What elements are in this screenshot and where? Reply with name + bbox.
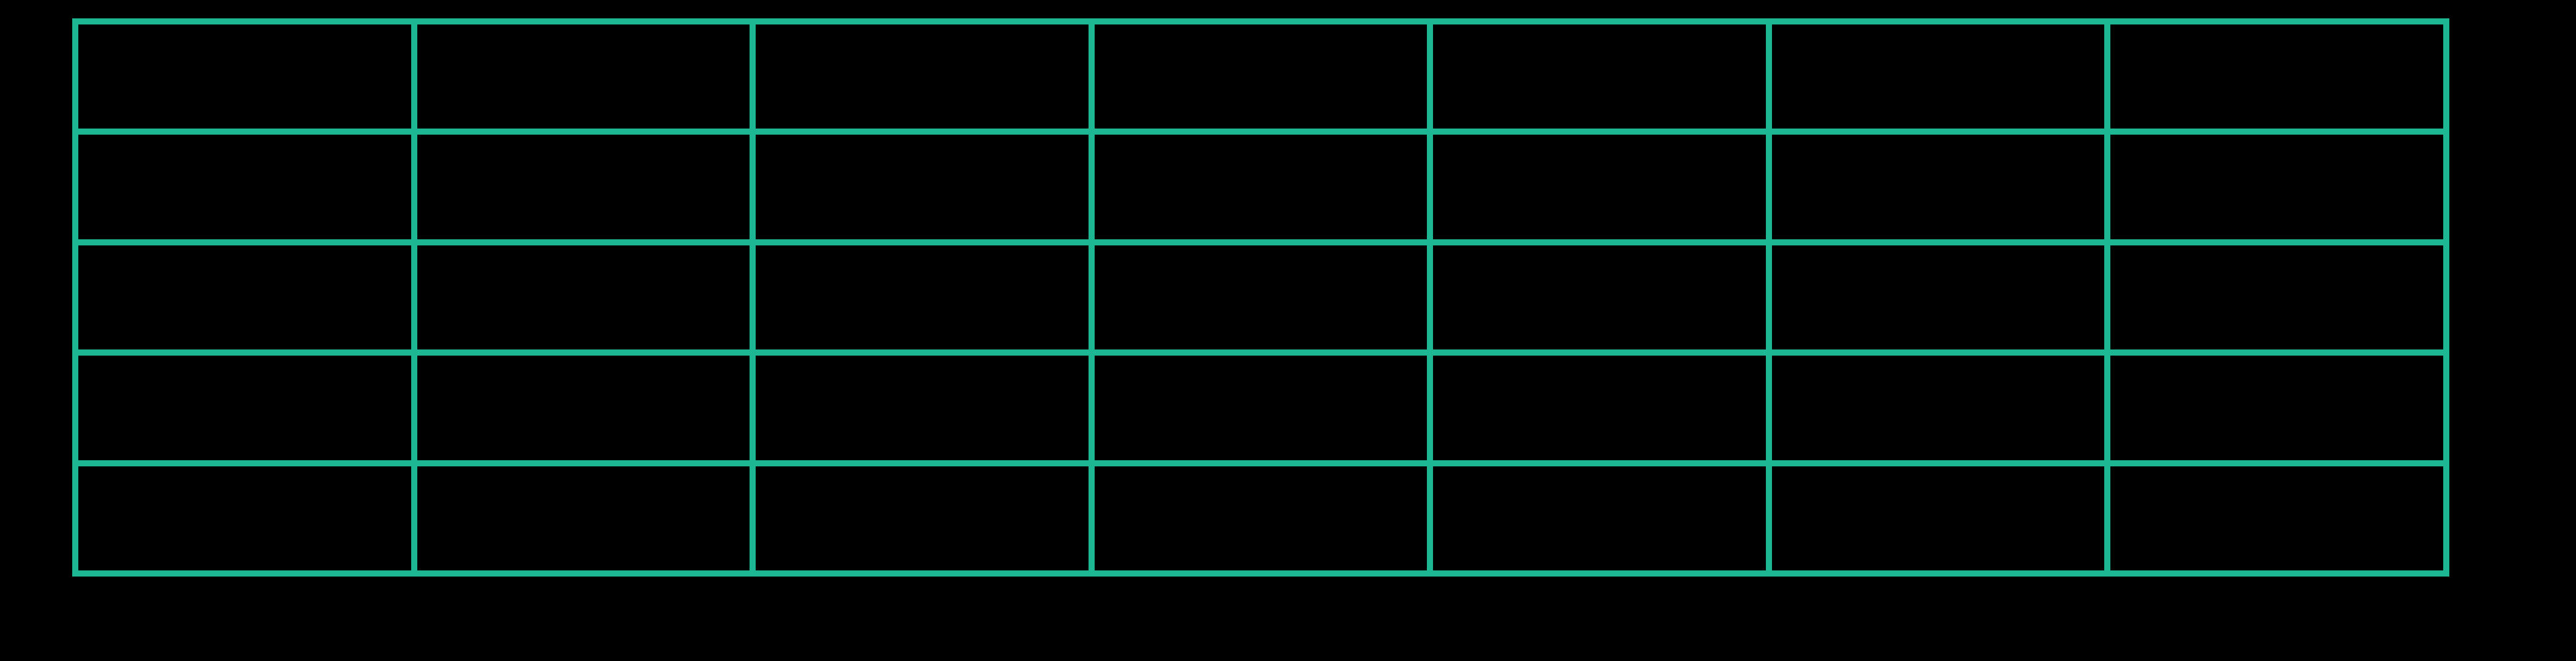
table-cell-r3-c3 xyxy=(756,245,1089,350)
table-cell-r1-c5 xyxy=(1433,24,1766,129)
table-cell-r1-c1 xyxy=(78,24,411,129)
table-cell-r1-c7 xyxy=(2110,24,2443,129)
table-cell-r2-c6 xyxy=(1771,135,2105,239)
table-cell-r3-c7 xyxy=(2110,245,2443,350)
table-cell-r3-c2 xyxy=(417,245,750,350)
table-cell-r4-c6 xyxy=(1771,356,2105,460)
table-cell-r3-c5 xyxy=(1433,245,1766,350)
table-cell-r4-c4 xyxy=(1094,356,1428,460)
table-cell-r2-c3 xyxy=(756,135,1089,239)
table-cell-r1-c2 xyxy=(417,24,750,129)
table-cell-r5-c7 xyxy=(2110,466,2443,570)
table-cell-r2-c2 xyxy=(417,135,750,239)
table-cell-r1-c3 xyxy=(756,24,1089,129)
table-cell-r2-c7 xyxy=(2110,135,2443,239)
table-cell-r4-c7 xyxy=(2110,356,2443,460)
table-cell-r2-c1 xyxy=(78,135,411,239)
empty-table-grid xyxy=(72,18,2449,577)
table-cell-r3-c6 xyxy=(1771,245,2105,350)
table-cell-r3-c4 xyxy=(1094,245,1428,350)
table-cell-r5-c3 xyxy=(756,466,1089,570)
table-cell-r4-c2 xyxy=(417,356,750,460)
table-cell-r4-c5 xyxy=(1433,356,1766,460)
table-cell-r5-c5 xyxy=(1433,466,1766,570)
table-cell-r5-c2 xyxy=(417,466,750,570)
table-cell-r5-c6 xyxy=(1771,466,2105,570)
table-cell-r5-c4 xyxy=(1094,466,1428,570)
table-cell-r4-c1 xyxy=(78,356,411,460)
table-cell-r4-c3 xyxy=(756,356,1089,460)
table-cell-r1-c4 xyxy=(1094,24,1428,129)
table-cell-r2-c4 xyxy=(1094,135,1428,239)
table-cell-r5-c1 xyxy=(78,466,411,570)
table-cell-r1-c6 xyxy=(1771,24,2105,129)
table-cell-r3-c1 xyxy=(78,245,411,350)
table-cell-r2-c5 xyxy=(1433,135,1766,239)
